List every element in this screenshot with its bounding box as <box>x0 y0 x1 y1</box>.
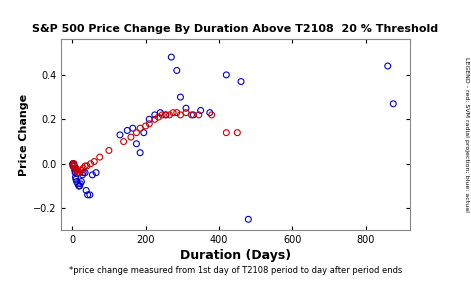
Point <box>142 124 149 128</box>
Point <box>75 184 82 188</box>
Point <box>89 173 96 177</box>
Point <box>70 162 77 166</box>
Point <box>123 128 131 133</box>
Point <box>71 168 79 173</box>
Point <box>80 170 87 175</box>
Point <box>188 113 195 117</box>
Point <box>82 188 90 193</box>
Point <box>80 166 87 171</box>
Point <box>173 68 180 73</box>
Point <box>390 101 397 106</box>
Point <box>168 55 175 59</box>
Point <box>206 110 213 115</box>
Point <box>70 162 77 166</box>
Point <box>170 110 177 115</box>
Point <box>69 164 77 168</box>
Text: *price change measured from 1st day of T2108 period to day after period ends: *price change measured from 1st day of T… <box>69 266 402 275</box>
Point <box>78 179 85 184</box>
Point <box>70 162 77 166</box>
Point <box>74 170 81 175</box>
Point <box>90 159 98 164</box>
Point <box>72 177 80 182</box>
Point <box>154 115 162 119</box>
Point <box>162 113 170 117</box>
Point <box>81 164 89 168</box>
Point <box>133 130 140 135</box>
Point <box>75 170 82 175</box>
Point <box>76 184 83 188</box>
Point <box>77 182 84 186</box>
Point <box>127 135 135 139</box>
Point <box>72 166 80 171</box>
Point <box>84 192 91 197</box>
Point <box>74 182 81 186</box>
Point <box>69 162 76 166</box>
Title: S&P 500 Price Change By Duration Above T2108  20 % Threshold: S&P 500 Price Change By Duration Above T… <box>32 24 439 34</box>
Point <box>92 170 100 175</box>
Point <box>162 113 170 117</box>
Point <box>83 164 91 168</box>
Y-axis label: Price Change: Price Change <box>19 94 29 176</box>
Point <box>177 113 184 117</box>
Point <box>105 148 113 153</box>
Point <box>146 117 153 122</box>
Point <box>69 164 77 168</box>
Point <box>158 113 166 117</box>
X-axis label: Duration (Days): Duration (Days) <box>180 250 291 262</box>
Point <box>76 170 83 175</box>
Point <box>120 139 127 144</box>
Point <box>133 142 140 146</box>
Point <box>151 113 159 117</box>
Point <box>182 110 190 115</box>
Point <box>197 108 204 113</box>
Point <box>189 113 197 117</box>
Point <box>384 64 391 68</box>
Text: LEGEND - red: SVM radial projection; blue: actual: LEGEND - red: SVM radial projection; blu… <box>463 57 469 212</box>
Point <box>136 150 144 155</box>
Point <box>72 175 79 179</box>
Point <box>129 126 137 130</box>
Point <box>79 173 86 177</box>
Point <box>72 170 79 175</box>
Point <box>173 110 180 115</box>
Point <box>71 166 78 171</box>
Point <box>116 133 124 137</box>
Point <box>136 126 144 130</box>
Point <box>182 106 190 110</box>
Point <box>78 168 85 173</box>
Point <box>195 113 203 117</box>
Point <box>166 113 173 117</box>
Point <box>70 164 78 168</box>
Point <box>223 73 230 77</box>
Point <box>72 166 79 171</box>
Point <box>73 179 81 184</box>
Point <box>156 110 164 115</box>
Point <box>86 192 94 197</box>
Point <box>177 95 184 99</box>
Point <box>71 164 78 168</box>
Point <box>73 168 81 173</box>
Point <box>140 130 147 135</box>
Point <box>244 217 252 221</box>
Point <box>237 79 245 84</box>
Point <box>223 130 230 135</box>
Point <box>234 130 241 135</box>
Point <box>146 121 153 126</box>
Point <box>87 162 94 166</box>
Point <box>96 155 104 159</box>
Point <box>81 170 89 175</box>
Point <box>151 117 159 122</box>
Point <box>70 164 78 168</box>
Point <box>208 113 215 117</box>
Point <box>70 162 77 166</box>
